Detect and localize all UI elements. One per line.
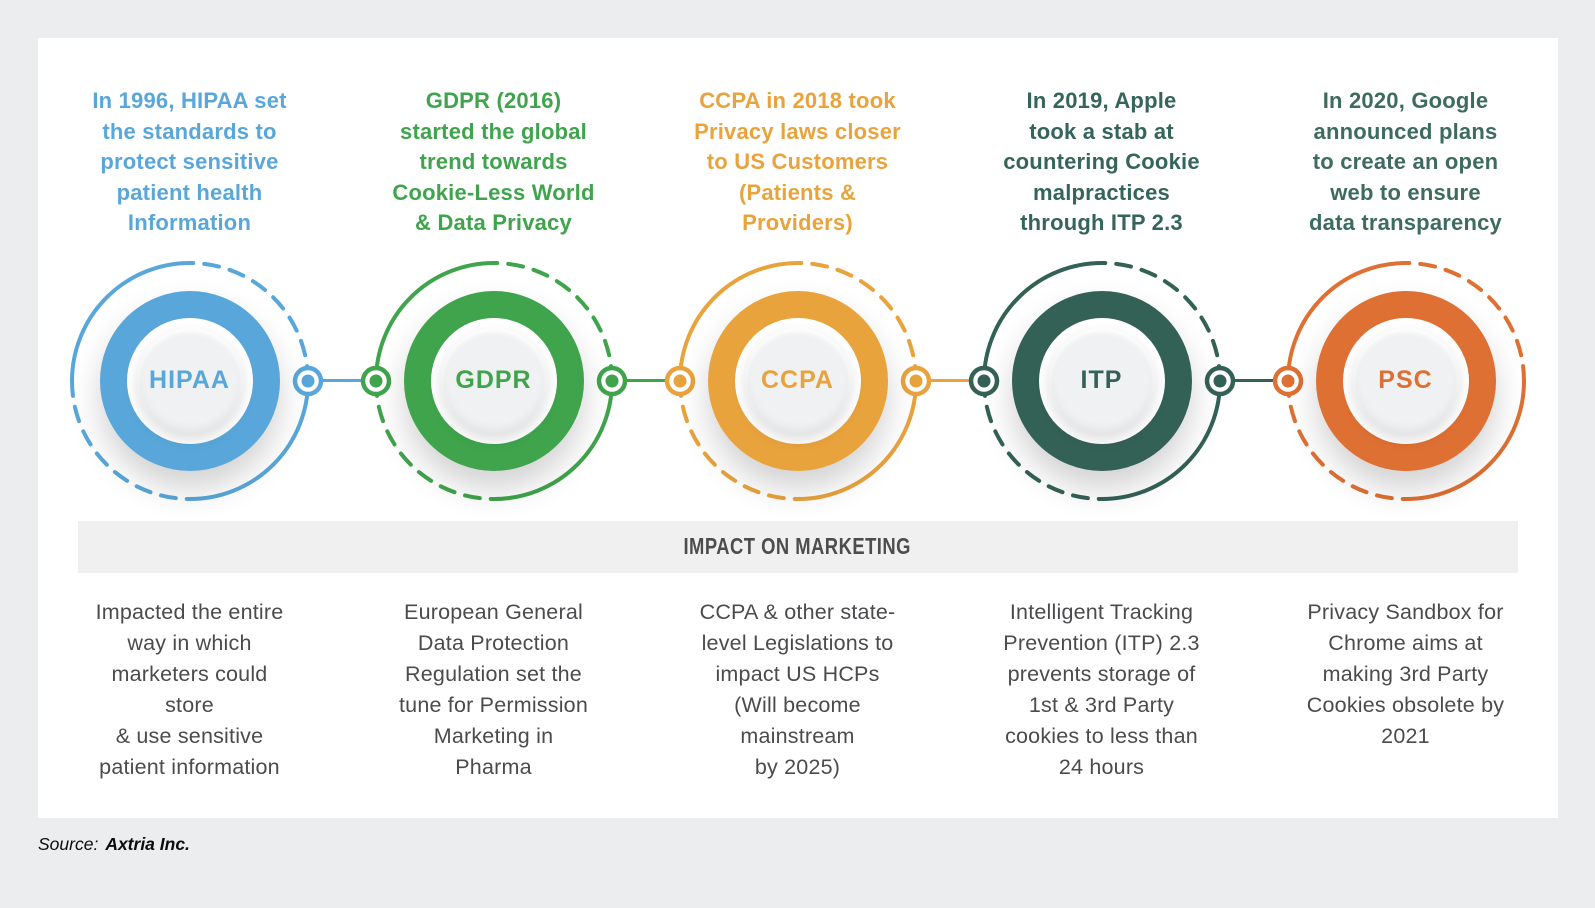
bottom-caption-psc: Privacy Sandbox for Chrome aims at makin… <box>1306 599 1505 748</box>
itp-badge: ITP <box>1011 290 1192 471</box>
infographic-card: In 1996, HIPAA set the standards to prot… <box>37 38 1558 818</box>
right-node-icon <box>1204 365 1235 396</box>
itp-badge-label: ITP <box>1048 327 1155 434</box>
top-caption-row: In 1996, HIPAA set the standards to prot… <box>38 38 1558 239</box>
timeline-item-itp: ITP <box>950 241 1254 521</box>
right-node-icon <box>900 365 931 396</box>
orbit-ring-icon <box>968 260 1235 501</box>
top-caption-ccpa: CCPA in 2018 took Privacy laws closer to… <box>694 88 901 235</box>
left-node-icon <box>1272 365 1303 396</box>
bottom-caption-hipaa: Impacted the entire way in which markete… <box>95 599 284 779</box>
orbit-ring-icon <box>1272 260 1526 501</box>
gdpr-badge-label: GDPR <box>440 327 547 434</box>
impact-banner-title: IMPACT ON MARKETING <box>683 533 912 559</box>
timeline-item-ccpa: CCPA <box>646 241 950 521</box>
top-caption-gdpr: GDPR (2016) started the global trend tow… <box>392 88 595 235</box>
orbit-ring-icon <box>360 260 627 501</box>
gdpr-badge: GDPR <box>403 290 584 471</box>
impact-banner: IMPACT ON MARKETING <box>77 520 1518 573</box>
bottom-caption-ccpa: CCPA & other state- level Legislations t… <box>699 599 896 779</box>
left-node-icon <box>664 365 695 396</box>
orbit-ring-icon <box>664 260 931 501</box>
timeline: HIPAA GDPR <box>38 241 1558 521</box>
psc-badge: PSC <box>1315 290 1496 471</box>
top-caption-itp: In 2019, Apple took a stab at countering… <box>1003 88 1200 235</box>
orbit-ring-icon <box>69 260 323 501</box>
psc-badge-label: PSC <box>1352 327 1459 434</box>
right-node-icon <box>596 365 627 396</box>
bottom-caption-gdpr: European General Data Protection Regulat… <box>398 599 589 779</box>
ccpa-badge: CCPA <box>707 290 888 471</box>
ccpa-badge-label: CCPA <box>744 327 851 434</box>
source-value: Axtria Inc. <box>105 833 190 854</box>
timeline-item-gdpr: GDPR <box>342 241 646 521</box>
top-caption-hipaa: In 1996, HIPAA set the standards to prot… <box>92 88 287 235</box>
timeline-item-hipaa: HIPAA <box>38 241 342 521</box>
timeline-connector-3 <box>915 379 984 382</box>
timeline-connector-4 <box>1219 379 1288 382</box>
hipaa-badge: HIPAA <box>99 290 280 471</box>
right-node-icon <box>292 365 323 396</box>
timeline-connector-2 <box>611 379 680 382</box>
left-node-icon <box>360 365 391 396</box>
top-caption-psc: In 2020, Google announced plans to creat… <box>1309 88 1502 235</box>
hipaa-badge-label: HIPAA <box>136 327 243 434</box>
timeline-connector-1 <box>307 379 376 382</box>
timeline-item-psc: PSC <box>1254 241 1558 521</box>
left-node-icon <box>968 365 999 396</box>
source-footer: Source: Axtria Inc. <box>38 818 1595 870</box>
source-label: Source: <box>38 833 99 854</box>
bottom-caption-row: Impacted the entire way in which markete… <box>38 573 1558 783</box>
bottom-caption-itp: Intelligent Tracking Prevention (ITP) 2.… <box>1003 599 1200 779</box>
